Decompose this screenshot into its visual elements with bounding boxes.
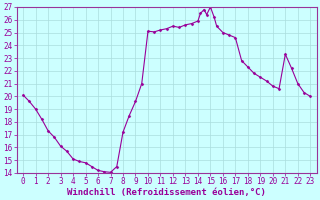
X-axis label: Windchill (Refroidissement éolien,°C): Windchill (Refroidissement éolien,°C) — [67, 188, 266, 197]
